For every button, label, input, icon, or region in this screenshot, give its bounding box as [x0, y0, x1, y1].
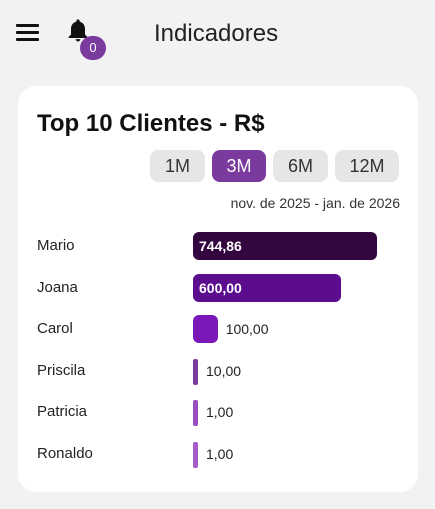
bar-value-label: 1,00: [206, 404, 234, 421]
bar-value-label: 1,00: [206, 446, 234, 462]
client-name: Patricia: [37, 403, 88, 421]
client-name: Priscila: [37, 361, 86, 379]
top-bar: 0 Indicadores: [0, 0, 435, 70]
bar[interactable]: [193, 273, 342, 302]
bar[interactable]: [193, 442, 198, 468]
bar-value-label: 600,00: [199, 279, 242, 296]
bar-value-label: 10,00: [206, 362, 242, 379]
chart-row: Joana 600,00: [18, 273, 418, 304]
period-1m-button[interactable]: 1M: [150, 150, 205, 182]
chart-row: Priscila 10,00: [18, 357, 418, 387]
bar-value-label: 100,00: [225, 321, 269, 338]
client-name: Carol: [37, 320, 73, 338]
top-clients-card: Top 10 Clientes - R$ 1M 3M 6M 12M nov. d…: [18, 86, 418, 492]
bar[interactable]: [193, 315, 218, 344]
page-title: Indicadores: [154, 20, 279, 47]
client-name: Ronaldo: [37, 445, 93, 462]
chart-row: Patricia 1,00: [18, 398, 418, 428]
notification-badge[interactable]: 0: [80, 36, 106, 60]
bar-value-label: 744,86: [199, 238, 242, 254]
date-range: nov. de 2025 - jan. de 2026: [230, 195, 400, 211]
period-6m-button[interactable]: 6M: [273, 150, 328, 182]
bar[interactable]: [193, 232, 377, 260]
card-title: Top 10 Clientes - R$: [37, 110, 265, 137]
chart-row: Carol 100,00: [18, 315, 418, 345]
client-name: Joana: [37, 278, 78, 296]
chart-row: Ronaldo 1,00: [18, 440, 418, 470]
bar[interactable]: [193, 400, 198, 427]
client-name: Mario: [37, 237, 75, 254]
period-3m-button[interactable]: 3M: [212, 150, 266, 182]
bar[interactable]: [193, 358, 198, 385]
menu-icon[interactable]: [16, 22, 40, 42]
chart-row: Mario 744,86: [18, 232, 418, 262]
bell-icon[interactable]: [64, 17, 92, 45]
period-12m-button[interactable]: 12M: [335, 150, 399, 182]
period-selector: 1M 3M 6M 12M: [18, 150, 418, 183]
